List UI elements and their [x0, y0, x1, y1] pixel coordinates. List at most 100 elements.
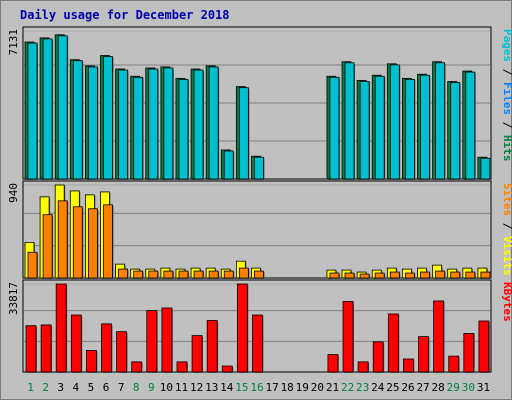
x-tick-label: 22	[341, 381, 354, 394]
x-tick-label: 13	[205, 381, 218, 394]
bar-kbytes	[131, 361, 143, 373]
legend-kbytes: KBytes	[501, 282, 512, 322]
x-axis-labels: 1 2 3 4 5 6 7 8 9 10 11 12 13 14 15 16 17 18 19 20 21 22 23 24 2…	[27, 381, 490, 394]
x-tick-label: 29	[447, 381, 460, 394]
x-tick-label: 20	[311, 381, 324, 394]
legend-part: /	[501, 115, 512, 135]
bar-sites	[389, 271, 400, 279]
x-tick-label: 11	[175, 381, 188, 394]
bar-kbytes	[372, 341, 384, 373]
bar-pages	[254, 156, 264, 180]
bar-kbytes	[221, 365, 233, 373]
bar-sites	[178, 270, 189, 279]
bar-pages	[27, 42, 38, 180]
bar-pages	[435, 62, 446, 180]
y-max-label-visits-sites: 940	[7, 183, 20, 203]
x-tick-label: 4	[73, 381, 80, 394]
legend-part: Visits	[501, 236, 512, 276]
x-tick-label: 14	[220, 381, 234, 394]
bar-kbytes	[101, 323, 112, 373]
x-tick-label: 18	[281, 381, 294, 394]
bar-kbytes	[146, 310, 158, 373]
panels-layer: 7131 Pages / Files / Hits 940 Sites / Visit…	[7, 26, 512, 373]
x-tick-label: 8	[133, 381, 140, 394]
x-tick-label: 1	[27, 381, 34, 394]
bar-sites	[118, 268, 128, 279]
bar-pages	[103, 56, 113, 180]
bar-sites	[344, 272, 355, 279]
bar-pages	[374, 75, 385, 180]
legend-hits-files-pages: Pages / Files / Hits	[501, 29, 512, 162]
x-tick-label: 30	[462, 381, 475, 394]
x-tick-label: 12	[190, 381, 203, 394]
y-max-label-kbytes: 33817	[7, 282, 20, 315]
bar-kbytes	[191, 335, 203, 373]
legend-part: Pages	[501, 29, 512, 62]
bar-kbytes	[433, 300, 445, 373]
panel-kbytes: 33817 KBytes	[7, 279, 512, 373]
bar-sites	[193, 270, 204, 279]
bar-kbytes	[342, 301, 354, 373]
bar-kbytes	[387, 313, 399, 373]
bar-kbytes	[403, 358, 414, 373]
x-tick-label: 5	[88, 381, 95, 394]
bar-sites	[72, 206, 83, 279]
legend-part: /	[501, 216, 512, 236]
bar-sites	[223, 270, 234, 279]
legend-part: /	[501, 62, 512, 82]
bar-kbytes	[55, 283, 67, 373]
x-tick-label: 19	[296, 381, 309, 394]
bar-sites	[329, 272, 340, 279]
x-tick-label: 31	[477, 381, 490, 394]
bar-sites	[238, 267, 249, 279]
legend-part: Files	[501, 82, 512, 115]
bar-pages	[344, 62, 355, 180]
bar-sites	[163, 270, 174, 279]
bar-kbytes	[448, 355, 460, 373]
bar-sites	[450, 271, 461, 279]
legend-part: Sites	[501, 183, 512, 216]
bar-pages	[133, 76, 144, 180]
legend-part: Hits	[501, 135, 512, 162]
x-tick-label: 23	[356, 381, 369, 394]
bar-kbytes	[418, 336, 429, 373]
bar-sites	[27, 251, 38, 279]
panel-hits-files-pages: 7131 Pages / Files / Hits	[7, 26, 512, 181]
bar-sites	[254, 270, 264, 279]
bar-pages	[178, 78, 189, 180]
x-tick-label: 26	[401, 381, 414, 394]
bar-sites	[87, 208, 98, 279]
bar-pages	[480, 157, 491, 180]
bar-pages	[87, 66, 98, 180]
bar-pages	[450, 82, 461, 180]
bar-pages	[208, 66, 219, 180]
bar-sites	[465, 271, 476, 279]
x-tick-label: 25	[386, 381, 399, 394]
bar-pages	[193, 69, 204, 180]
bar-pages	[329, 76, 340, 180]
bar-pages	[389, 64, 400, 180]
bar-sites	[405, 272, 415, 279]
bar-pages	[72, 60, 83, 180]
bar-pages	[359, 81, 370, 180]
bar-sites	[359, 273, 370, 279]
x-tick-label: 9	[148, 381, 155, 394]
legend-part: KBytes	[501, 282, 512, 322]
x-tick-label: 17	[265, 381, 278, 394]
x-tick-label: 15	[235, 381, 248, 394]
bar-kbytes	[40, 324, 52, 373]
x-tick-label: 24	[371, 381, 385, 394]
x-tick-label: 2	[42, 381, 49, 394]
bar-sites	[420, 271, 430, 279]
x-tick-label: 6	[103, 381, 110, 394]
x-tick-label: 16	[250, 381, 263, 394]
bar-pages	[405, 78, 415, 180]
bar-sites	[133, 270, 144, 279]
chart-title: Daily usage for December 2018	[20, 8, 230, 22]
bar-sites	[480, 271, 491, 279]
panel-visits-sites: 940 Sites / Visits	[7, 180, 512, 279]
bar-kbytes	[176, 361, 188, 373]
x-tick-label: 28	[432, 381, 445, 394]
bar-kbytes	[463, 333, 475, 373]
bar-kbytes	[327, 354, 339, 373]
